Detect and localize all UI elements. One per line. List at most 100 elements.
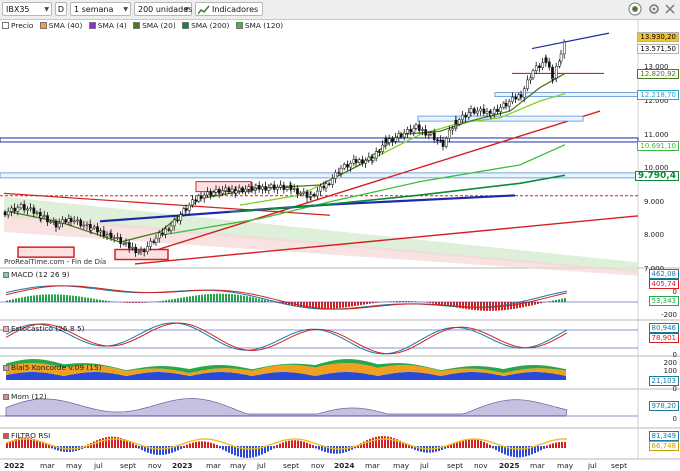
candle-body (99, 230, 103, 233)
koncorde-tick-0: 0 (672, 385, 677, 393)
legend-sma4[interactable]: SMA (4) (88, 20, 127, 31)
macd-histogram-bar (39, 294, 41, 302)
rsi-bar (45, 443, 47, 448)
koncorde-blue-bar (24, 372, 26, 380)
toolbar: IBX35 ▼ D 1 semana ▼ 200 unidades ▼ Indicad… (0, 0, 680, 20)
level-box (0, 172, 639, 179)
koncorde-green-bar (204, 366, 206, 371)
koncorde-orange-bar (422, 366, 424, 373)
mom-panel-label[interactable]: Mom (12) (3, 392, 47, 401)
koncorde-blue-bar (552, 373, 554, 380)
koncorde-green-bar (462, 366, 464, 369)
rsi-panel-label[interactable]: FILTRO RSI (3, 431, 50, 440)
rsi-bar (513, 446, 515, 458)
koncorde-blue-bar (206, 372, 208, 380)
koncorde-orange-bar (122, 370, 124, 376)
koncorde-blue-bar (458, 372, 460, 380)
koncorde-orange-bar (68, 366, 70, 375)
koncorde-blue-bar (176, 373, 178, 380)
koncorde-green-bar (216, 365, 218, 369)
koncorde-green-bar (270, 365, 272, 367)
koncorde-orange-bar (218, 368, 220, 373)
macd-histogram-bar (63, 294, 65, 302)
candle-body (374, 151, 378, 159)
rsi-bar (369, 438, 371, 448)
koncorde-blue-bar (436, 375, 438, 380)
koncorde-orange-bar (138, 369, 140, 374)
candle-body (417, 124, 421, 131)
koncorde-orange-bar (288, 364, 290, 373)
koncorde-blue-bar (328, 373, 330, 380)
koncorde-blue-bar (368, 374, 370, 380)
timeframe-select[interactable]: 1 semana ▼ (70, 2, 131, 16)
candle-body (432, 132, 436, 140)
koncorde-green-bar (234, 366, 236, 369)
legend-sma120[interactable]: SMA (120) (235, 20, 283, 31)
macd-histogram-bar (129, 302, 131, 303)
koncorde-orange-bar (162, 368, 164, 373)
legend-price[interactable]: Precio (2, 20, 33, 31)
koncorde-blue-bar (378, 375, 380, 380)
alert-icon[interactable] (628, 2, 642, 16)
koncorde-orange-bar (540, 368, 542, 373)
rsi-bar (366, 440, 368, 448)
legend-sma200[interactable]: SMA (200) (182, 20, 229, 31)
rsi-bar (510, 446, 512, 457)
units-select[interactable]: 200 unidades ▼ (134, 2, 192, 16)
stoch-panel-label[interactable]: Estocástico (26 8 5) (3, 324, 85, 333)
settings-icon[interactable] (648, 3, 660, 15)
macd-panel-label[interactable]: MACD (12 26 9) (3, 270, 69, 279)
koncorde-orange-bar (436, 370, 438, 376)
legend-sma20[interactable]: SMA (20) (133, 20, 176, 31)
koncorde-orange-bar (188, 372, 190, 376)
koncorde-green-bar (42, 359, 44, 364)
koncorde-green-bar (354, 359, 356, 364)
price-tick-label: 8.000 (644, 231, 665, 240)
rsi-bar (441, 446, 443, 450)
macd-histogram-bar (42, 294, 44, 302)
close-icon[interactable] (665, 4, 675, 14)
koncorde-green-bar (554, 367, 556, 370)
koncorde-orange-bar (10, 365, 12, 375)
koncorde-blue-bar (392, 373, 394, 380)
candle-body (29, 207, 33, 210)
koncorde-blue-bar (310, 375, 312, 380)
candle-body (436, 139, 439, 141)
koncorde-green-bar (422, 366, 424, 367)
rsi-bar (474, 439, 476, 448)
legend-sma40[interactable]: SMA (40) (39, 20, 82, 31)
koncorde-blue-bar (116, 374, 118, 380)
koncorde-blue-bar (474, 372, 476, 380)
macd-histogram-bar (267, 300, 269, 302)
koncorde-orange-bar (148, 368, 150, 373)
koncorde-panel-label[interactable]: Blai5 Koncorde v.09 (15) (3, 363, 102, 372)
koncorde-orange-bar (234, 368, 236, 373)
rsi-bar (42, 442, 44, 448)
candle-body (161, 232, 164, 235)
rsi-bar (9, 441, 11, 448)
koncorde-orange-bar (326, 364, 328, 374)
macd-histogram-bar (228, 293, 230, 302)
period-button[interactable]: D (55, 2, 67, 16)
time-axis-label: jul (257, 461, 266, 470)
koncorde-orange-bar (406, 365, 408, 373)
macd-histogram-bar (549, 301, 551, 302)
koncorde-blue-bar (490, 373, 492, 380)
koncorde-green-bar (156, 366, 158, 369)
macd-histogram-bar (351, 302, 353, 307)
candle-body (316, 190, 319, 197)
koncorde-blue-bar (502, 375, 504, 380)
koncorde-green-bar (84, 363, 86, 366)
koncorde-green-bar (484, 366, 486, 370)
candle-body (285, 187, 289, 190)
macd-histogram-bar (144, 302, 146, 303)
ticker-field[interactable]: IBX35 ▼ (2, 2, 52, 16)
koncorde-orange-bar (90, 365, 92, 373)
indicators-button[interactable]: Indicadores (195, 2, 263, 16)
koncorde-green-bar (132, 369, 134, 371)
rsi-bar (162, 446, 164, 455)
macd-histogram-bar (171, 299, 173, 302)
koncorde-green-bar (162, 366, 164, 369)
koncorde-green-bar (60, 363, 62, 368)
